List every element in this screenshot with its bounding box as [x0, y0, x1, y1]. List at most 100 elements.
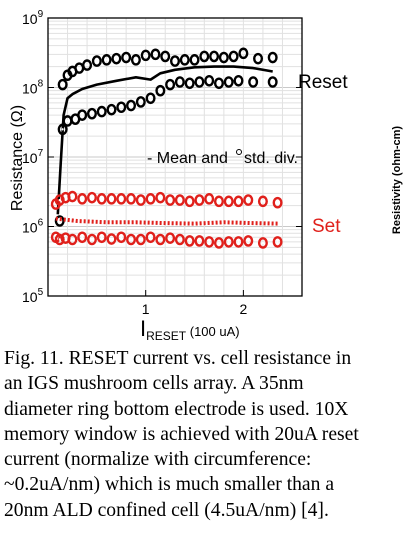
- y-tick-base: 10: [22, 150, 38, 166]
- set-upper-point: [67, 190, 78, 203]
- reset-lower-point: [204, 74, 215, 87]
- set-lower-point: [77, 231, 88, 244]
- set-lower-point-hole: [159, 238, 162, 241]
- reset-lower-point-hole: [66, 119, 69, 123]
- set-upper-point-hole: [261, 200, 264, 203]
- reset-upper-point-hole: [144, 54, 147, 57]
- reset-lower-point-hole: [81, 113, 84, 117]
- reset-upper-point-hole: [78, 66, 81, 70]
- reset-lower-point: [267, 76, 278, 88]
- reset-lower-point: [213, 77, 224, 90]
- reset-lower-point: [194, 76, 205, 88]
- caption-line-4: memory window is achieved with 20uA rese…: [4, 423, 359, 445]
- x-axis-title: IRESET (100 uA): [140, 316, 240, 343]
- annotation-std: std. div.: [244, 150, 298, 167]
- reset-lower-point: [248, 76, 259, 88]
- set-upper-point-hole: [110, 197, 113, 201]
- y-tick-exponent: 6: [38, 218, 44, 229]
- set-lower-point: [96, 231, 107, 244]
- set-upper-point-hole: [169, 198, 172, 202]
- y-tick-label-3: 108: [22, 79, 44, 97]
- reset-lower-point: [54, 215, 65, 227]
- set-upper-point-hole: [71, 195, 74, 198]
- set-upper-point-hole: [247, 198, 250, 202]
- chart-marks: [50, 47, 283, 249]
- set-lower-point-hole: [237, 240, 240, 244]
- set-lower-point: [257, 237, 268, 249]
- reset-lower-point: [86, 107, 97, 120]
- set-upper-point: [194, 194, 205, 206]
- y-tick-base: 10: [22, 220, 38, 236]
- set-lower-point-hole: [178, 238, 181, 241]
- set-upper-point: [223, 195, 234, 208]
- y-tick-label-4: 109: [22, 9, 44, 27]
- reset-upper-point-hole: [257, 57, 260, 60]
- reset-upper-point: [189, 54, 200, 66]
- reset-lower-point: [155, 84, 166, 97]
- reset-upper-point: [57, 78, 68, 91]
- figure-caption: Fig. 11. RESET current vs. cell resistan…: [4, 346, 412, 523]
- reset-upper-point-hole: [154, 53, 157, 56]
- y-tick-base: 10: [22, 11, 38, 27]
- set-upper-point-hole: [149, 197, 152, 201]
- set-lower-point: [54, 233, 65, 246]
- set-upper-point-hole: [208, 197, 211, 201]
- set-upper-point-hole: [198, 198, 201, 202]
- y-tick-label-2: 107: [22, 148, 44, 166]
- set-upper-point: [165, 194, 176, 206]
- set-upper-point: [126, 193, 137, 205]
- reset-upper-point: [130, 54, 141, 66]
- reset-lower-point: [174, 76, 185, 88]
- reset-lower-point-hole: [188, 82, 191, 85]
- reset-upper-point-hole: [174, 59, 176, 63]
- set-lower-point: [145, 231, 156, 244]
- set-lower-point-hole: [90, 238, 93, 241]
- set-upper-point-hole: [237, 200, 240, 203]
- reset-lower-point: [57, 123, 68, 136]
- set-lower-point-hole: [58, 238, 61, 241]
- reset-lower-point-hole: [271, 80, 274, 84]
- set-lower-point-hole: [64, 236, 67, 240]
- set-lower-point-hole: [71, 238, 74, 241]
- set-upper-point-hole: [90, 196, 93, 199]
- caption-line-3: diameter ring bottom electrode is used. …: [4, 398, 349, 420]
- reset-upper-point: [101, 54, 112, 66]
- set-upper-point: [145, 193, 156, 205]
- set-upper-point: [243, 194, 254, 206]
- set-lower-point: [135, 233, 146, 246]
- y-tick-exponent: 5: [38, 287, 44, 298]
- x-tick-label-2: 2: [239, 301, 247, 317]
- reset-upper-point: [160, 50, 171, 63]
- set-lower-point: [223, 236, 234, 248]
- x-tick-label-1: 1: [142, 301, 150, 317]
- reset-upper-point-hole: [222, 56, 225, 59]
- set-lower-point: [116, 231, 127, 244]
- reset-upper-point-hole: [164, 55, 167, 58]
- set-lower-point-hole: [198, 239, 201, 243]
- set-lower-point-hole: [188, 239, 191, 243]
- set-upper-point: [116, 193, 127, 205]
- y-tick-base: 10: [22, 289, 38, 305]
- reset-upper-point: [140, 49, 151, 62]
- reset-upper-point: [253, 52, 264, 65]
- set-lower-point: [126, 233, 137, 246]
- reset-lower-point: [126, 99, 137, 112]
- y-axis-title: Resistance (Ω): [9, 105, 26, 211]
- set-lower-point-hole: [130, 238, 133, 241]
- set-lower-point: [86, 233, 97, 246]
- reset-upper-point-hole: [71, 70, 74, 73]
- set-upper-point-hole: [120, 197, 123, 201]
- set-upper-point-hole: [217, 200, 220, 203]
- reset-upper-point-hole: [232, 55, 235, 58]
- reset-lower-point: [106, 103, 117, 116]
- set-upper-point-hole: [227, 200, 230, 203]
- reset-upper-point: [218, 51, 229, 64]
- set-upper-point: [233, 195, 244, 208]
- set-upper-point-hole: [178, 198, 181, 202]
- y-tick-exponent: 7: [38, 148, 44, 159]
- reset-lower-point-hole: [139, 100, 142, 104]
- reset-upper-point: [228, 50, 239, 63]
- axes: [47, 17, 302, 297]
- set-lower-point-hole: [261, 241, 264, 245]
